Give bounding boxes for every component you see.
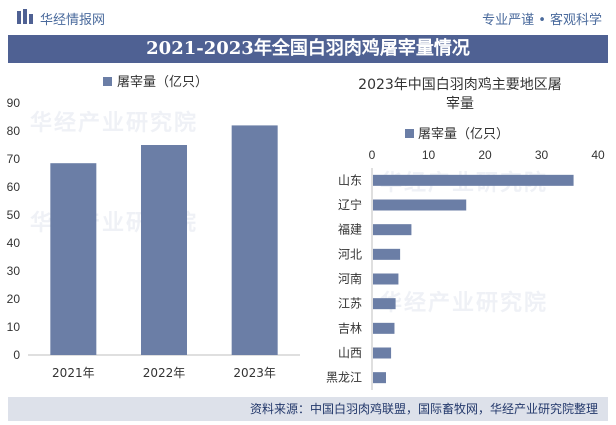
y-tick-label-right: 山西: [338, 346, 362, 360]
y-tick-label-left: 20: [7, 292, 21, 306]
y-tick-label-left: 40: [7, 236, 21, 250]
x-tick-label-left: 2021年: [52, 366, 95, 380]
bar-吉林: [373, 322, 395, 334]
x-tick-label-right: 20: [478, 148, 492, 162]
header: 华经情报网 专业严谨 • 客观科学: [0, 0, 616, 34]
y-tick-label-right: 吉林: [338, 321, 362, 335]
legend-label-right: 屠宰量（亿只）: [418, 126, 509, 142]
x-tick-label-right: 40: [591, 148, 605, 162]
y-tick-label-left: 90: [7, 96, 21, 110]
y-tick-label-left: 80: [7, 124, 21, 138]
brand-logo-icon: [17, 9, 33, 24]
y-tick-label-left: 10: [7, 320, 21, 334]
y-tick-label-left: 70: [7, 152, 21, 166]
y-tick-label-right: 山东: [338, 173, 362, 187]
bar-河北: [373, 248, 401, 260]
x-tick-label-right: 30: [535, 148, 549, 162]
bar-江苏: [373, 298, 396, 310]
source-note: 资料来源：中国白羽肉鸡联盟，国际畜牧网，华经产业研究院整理: [249, 402, 598, 416]
y-tick-label-right: 福建: [338, 222, 362, 237]
x-tick-label-left: 2023年: [233, 366, 276, 380]
legend-swatch-right: [405, 129, 414, 138]
watermark-1: 华经产业研究院: [30, 111, 199, 136]
y-tick-label-right: 辽宁: [338, 197, 362, 212]
y-tick-label-right: 江苏: [338, 297, 362, 311]
bar-河南: [373, 273, 399, 285]
tagline: 专业严谨 • 客观科学: [482, 13, 602, 28]
legend-label-left: 屠宰量（亿只）: [117, 74, 208, 90]
x-tick-label-right: 10: [422, 148, 436, 162]
x-tick-label-right: 0: [369, 148, 376, 162]
bar-黑龙江: [373, 372, 386, 384]
page-title: 2021-2023年全国白羽肉鸡屠宰量情况: [146, 38, 470, 59]
y-tick-label-left: 60: [7, 180, 21, 194]
x-tick-label-left: 2022年: [143, 366, 186, 380]
footer-bar: 资料来源：中国白羽肉鸡联盟，国际畜牧网，华经产业研究院整理: [8, 397, 608, 421]
bar-辽宁: [373, 199, 467, 211]
brand-name: 华经情报网: [40, 13, 106, 28]
y-tick-label-right: 河南: [338, 271, 362, 286]
right-chart-title: 2023年中国白羽肉鸡主要地区屠宰量: [358, 76, 562, 112]
y-tick-label-right: 河北: [338, 247, 362, 261]
y-tick-label-left: 0: [13, 348, 20, 362]
bar-2021年: [50, 163, 97, 355]
y-tick-label-left: 30: [7, 264, 21, 278]
bar-2022年: [141, 145, 187, 355]
y-tick-label-right: 黑龙江: [326, 371, 362, 385]
bar-山东: [373, 174, 574, 186]
bar-山西: [373, 347, 392, 359]
legend-swatch-left: [103, 77, 112, 86]
bar-2023年: [231, 125, 278, 356]
watermark-4: 华经产业研究院: [380, 291, 549, 316]
y-tick-label-left: 50: [7, 208, 21, 222]
title-bar: 2021-2023年全国白羽肉鸡屠宰量情况: [8, 35, 608, 63]
bar-福建: [373, 224, 412, 236]
